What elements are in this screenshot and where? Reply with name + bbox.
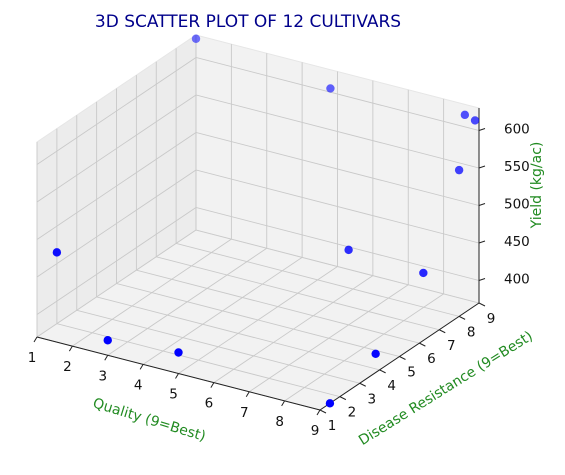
y-tick-mark: [478, 302, 486, 307]
z-tick-mark: [478, 278, 486, 281]
grid-line-y: [135, 75, 420, 344]
grid-line-y: [195, 35, 480, 304]
z-tick-label: 550: [504, 159, 530, 175]
x-tick-label: 5: [169, 387, 178, 403]
y-tick-label: 4: [387, 378, 396, 394]
data-point: [470, 116, 480, 125]
x-tick-mark: [245, 391, 250, 398]
grid-line-z: [36, 169, 480, 278]
x-tick-mark: [33, 336, 38, 343]
x-tick-mark: [104, 354, 109, 361]
grid-line-y: [175, 48, 460, 317]
z-axis-label: Yield (kg/ac): [529, 142, 545, 230]
x-tick-mark: [316, 409, 321, 416]
grid-line-y: [96, 101, 380, 371]
chart-title: 3D SCATTER PLOT OF 12 CULTIVARS: [95, 12, 401, 32]
y-tick-mark: [399, 356, 406, 360]
grid-line-z: [36, 57, 480, 165]
x-tick-label: 7: [240, 405, 249, 421]
y-tick-mark: [379, 369, 386, 374]
x-tick-mark: [210, 382, 215, 388]
z-tick-mark: [478, 240, 486, 244]
x-tick-mark: [281, 400, 286, 407]
grid-line-z: [36, 132, 480, 240]
x-tick-label: 3: [98, 368, 107, 384]
y-tick-label: 2: [348, 405, 357, 421]
data-point: [454, 165, 464, 175]
grid-line-y: [116, 88, 400, 357]
y-tick-label: 6: [427, 351, 436, 367]
z-tick-label: 450: [504, 234, 530, 250]
z-tick-mark: [478, 203, 486, 206]
x-axis-label: Quality (9=Best): [91, 395, 208, 445]
grid-line-y: [155, 61, 440, 331]
y-tick-mark: [319, 409, 327, 414]
data-point: [344, 245, 353, 255]
data-point: [103, 336, 112, 345]
z-tick-label: 500: [504, 197, 530, 213]
y-tick-label: 5: [407, 365, 416, 381]
x-tick-mark: [68, 345, 73, 352]
grid-line-z: [36, 207, 480, 315]
grid-line-y: [76, 115, 360, 384]
z-tick-mark: [478, 128, 486, 131]
x-tick-label: 1: [28, 350, 37, 366]
y-tick-label: 3: [367, 391, 376, 407]
data-points: [52, 34, 480, 408]
x-tick-label: 9: [311, 423, 320, 439]
data-point: [419, 268, 428, 278]
grid-line-z: [36, 94, 480, 203]
data-point: [326, 84, 335, 93]
grid-lines: [36, 35, 480, 411]
x-tick-mark: [139, 364, 144, 370]
x-tick-label: 4: [134, 377, 143, 393]
y-tick-label: 9: [487, 311, 496, 327]
x-tick-mark: [175, 373, 179, 379]
z-tick-label: 600: [504, 122, 530, 138]
axis-lines: [33, 108, 486, 416]
y-tick-mark: [339, 396, 347, 401]
x-tick-label: 8: [275, 414, 284, 430]
y-tick-mark: [419, 342, 426, 347]
z-tick-label: 400: [504, 272, 530, 288]
data-point: [52, 248, 62, 257]
y-tick-mark: [458, 315, 466, 320]
x-tick-label: 2: [63, 359, 72, 375]
data-point: [191, 34, 201, 43]
data-point: [325, 399, 335, 408]
z-tick-mark: [478, 165, 486, 169]
y-tick-label: 8: [467, 324, 476, 340]
grid-line-y: [56, 128, 340, 398]
y-tick-mark: [439, 329, 446, 334]
data-point: [174, 348, 183, 357]
x-tick-label: 6: [205, 396, 214, 412]
data-point: [371, 349, 380, 358]
y-tick-mark: [359, 382, 366, 387]
data-point: [460, 110, 470, 120]
y-tick-label: 1: [328, 418, 337, 434]
y-tick-label: 7: [447, 338, 456, 354]
